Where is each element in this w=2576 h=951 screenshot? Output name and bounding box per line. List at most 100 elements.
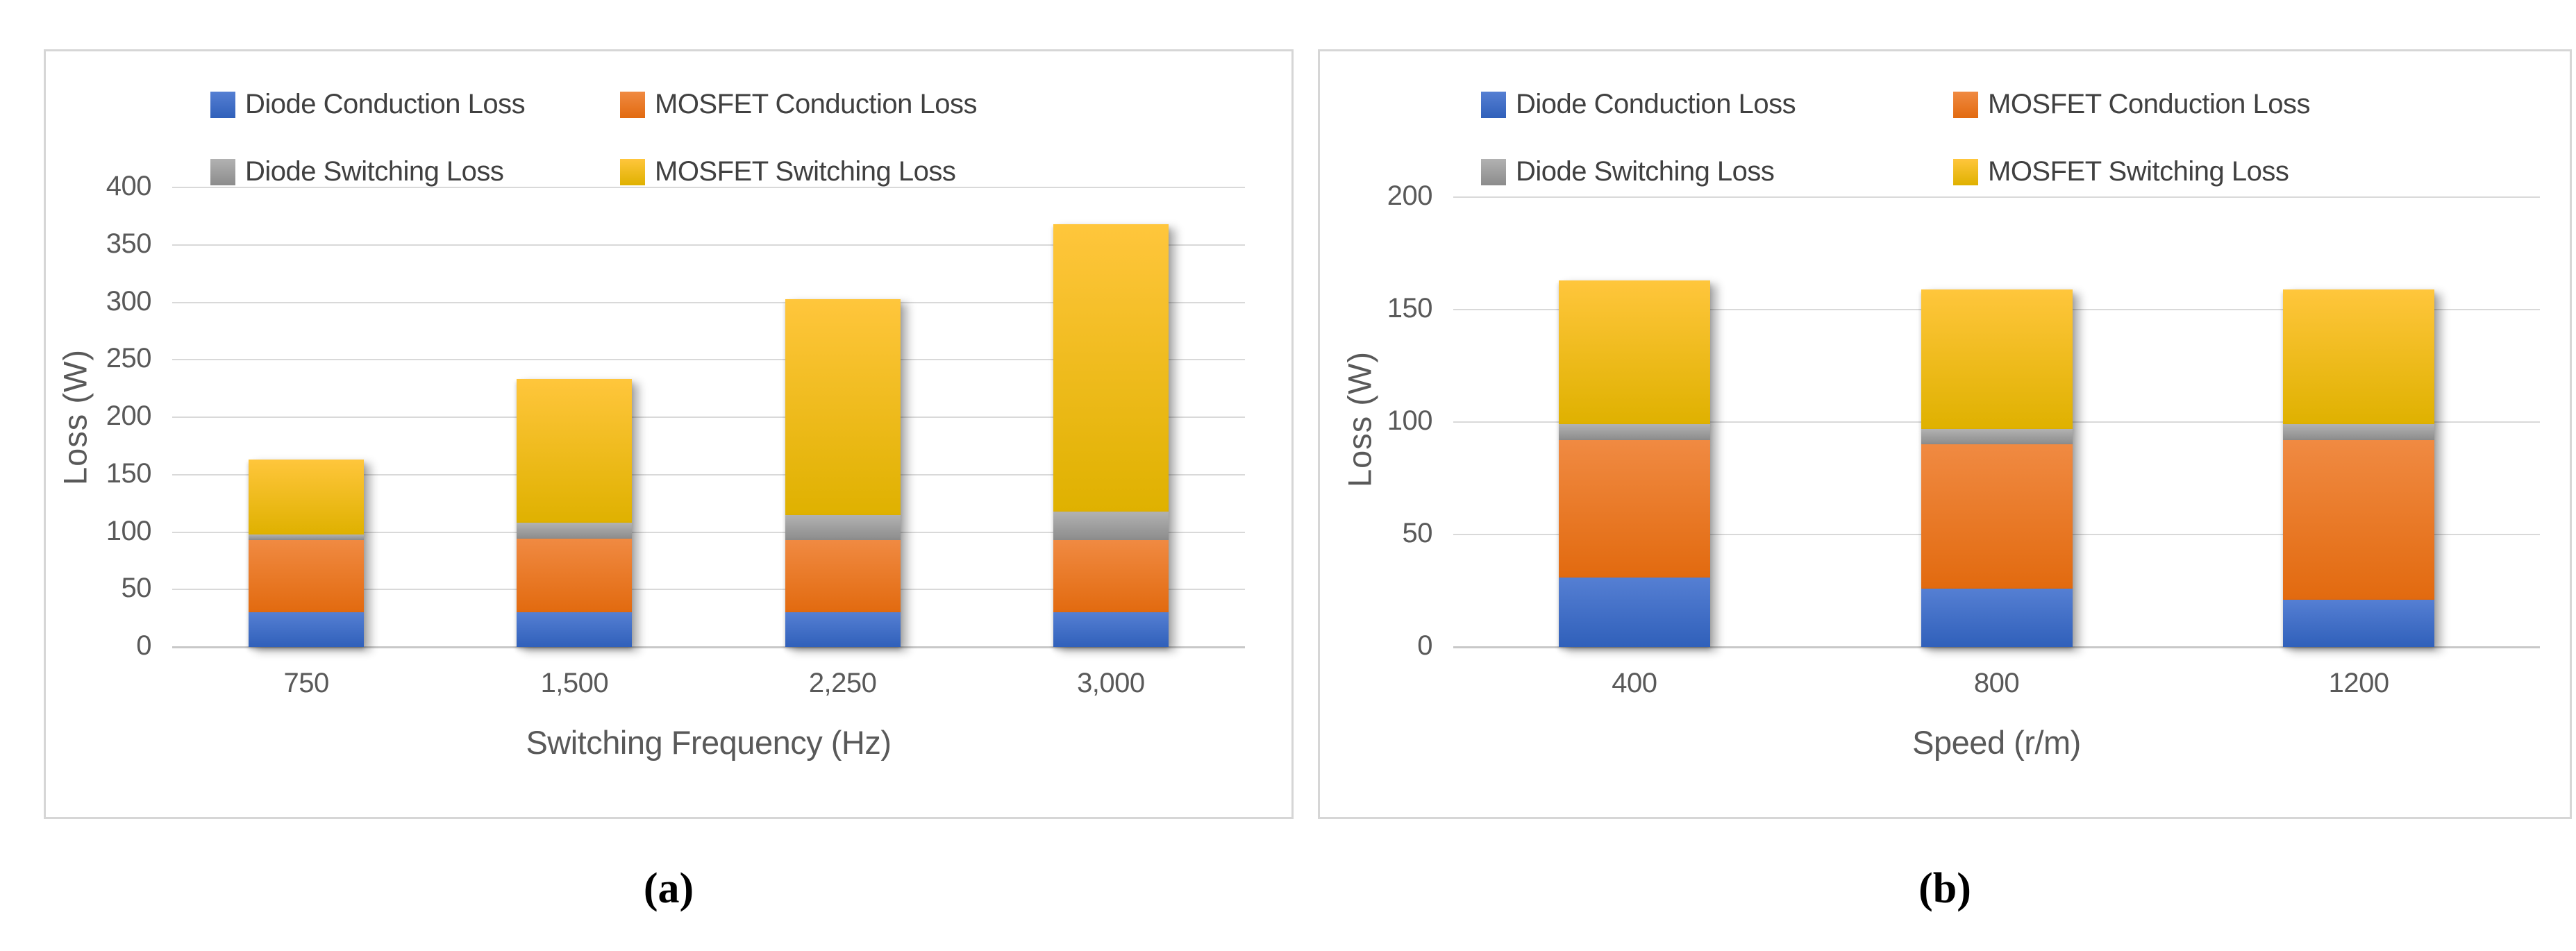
legend-swatch-icon <box>620 158 645 185</box>
bar-segment-diode-conduction-loss <box>1053 612 1169 647</box>
bar-segment-mosfet-switching-loss <box>1558 280 1710 425</box>
legend-label: Diode Switching Loss <box>245 156 504 187</box>
legend-swatch-icon <box>1481 158 1506 185</box>
y-tick-label: 50 <box>121 573 152 604</box>
bar-b-800 <box>1921 289 2073 647</box>
bar-segment-diode-conduction-loss <box>785 612 901 647</box>
bar-segment-mosfet-conduction-loss <box>785 540 901 613</box>
x-tick-label: 800 <box>1973 668 2020 698</box>
bar-a-2250 <box>785 298 901 647</box>
legend-item-b-0: Diode Conduction Loss <box>1481 89 1796 120</box>
bar-segment-mosfet-conduction-loss <box>2283 439 2435 600</box>
legend-item-b-1: MOSFET Conduction Loss <box>1953 89 2311 120</box>
y-tick-label: 200 <box>1387 180 1433 211</box>
bar-segment-mosfet-switching-loss <box>1921 289 2073 429</box>
legend-label: MOSFET Switching Loss <box>1988 156 2289 187</box>
bar-segment-diode-switching-loss <box>1558 424 1710 440</box>
legend-label: MOSFET Conduction Loss <box>1988 89 2311 119</box>
bar-segment-mosfet-switching-loss <box>2283 289 2435 425</box>
x-tick-label: 1200 <box>2328 668 2389 698</box>
y-tick-label: 250 <box>106 343 152 374</box>
bar-segment-mosfet-switching-loss <box>249 460 365 535</box>
bar-segment-mosfet-conduction-loss <box>517 539 633 613</box>
bar-segment-mosfet-switching-loss <box>1053 224 1169 512</box>
bar-segment-mosfet-switching-loss <box>517 379 633 523</box>
chart-panel-a: Diode Conduction Loss MOSFET Conduction L… <box>44 49 1294 819</box>
y-tick-label: 300 <box>106 285 152 317</box>
bar-segment-diode-switching-loss <box>2283 424 2435 440</box>
legend-label: MOSFET Conduction Loss <box>655 89 978 119</box>
x-axis-line <box>1453 646 2540 648</box>
gridline-150 <box>172 473 1245 476</box>
gridline-400 <box>172 187 1245 188</box>
x-tick-label: 3,000 <box>1077 668 1145 698</box>
legend-swatch-icon <box>620 91 645 118</box>
caption-b: (b) <box>1918 865 1971 912</box>
bar-segment-diode-conduction-loss <box>1921 588 2073 647</box>
gridline-350 <box>172 244 1245 246</box>
x-tick-label: 1,500 <box>540 668 609 698</box>
x-tick-label: 400 <box>1612 668 1657 698</box>
legend-swatch-icon <box>1953 158 1978 185</box>
bar-segment-diode-conduction-loss <box>2283 599 2435 647</box>
bar-segment-mosfet-conduction-loss <box>1921 444 2073 589</box>
y-tick-label: 150 <box>106 457 152 489</box>
gridline-200 <box>172 416 1245 418</box>
y-tick-label: 150 <box>1387 293 1433 323</box>
legend-swatch-icon <box>1481 91 1506 118</box>
legend-swatch-icon <box>1953 91 1978 118</box>
legend-label: Diode Switching Loss <box>1516 156 1775 187</box>
y-tick-label: 100 <box>106 515 152 546</box>
legend-swatch-icon <box>210 91 235 118</box>
bar-segment-diode-conduction-loss <box>249 612 365 647</box>
bar-a-750 <box>249 460 365 647</box>
y-tick-label: 0 <box>1417 630 1432 661</box>
y-axis-title: Loss (W) <box>56 349 94 485</box>
bar-a-3000 <box>1053 224 1169 647</box>
legend-swatch-icon <box>210 158 235 185</box>
legend-item-b-3: MOSFET Switching Loss <box>1953 156 2289 187</box>
gridline-250 <box>172 359 1245 361</box>
bar-segment-diode-conduction-loss <box>517 612 633 647</box>
bar-segment-mosfet-conduction-loss <box>1558 439 1710 578</box>
y-tick-label: 100 <box>1387 405 1433 436</box>
y-tick-label: 200 <box>106 401 152 431</box>
y-axis-title: Loss (W) <box>1341 351 1378 487</box>
legend-item-a-1: MOSFET Conduction Loss <box>620 89 978 120</box>
gridline-100 <box>172 531 1245 533</box>
y-tick-label: 0 <box>136 630 151 661</box>
legend-item-b-2: Diode Switching Loss <box>1481 156 1775 187</box>
legend-label: MOSFET Switching Loss <box>655 156 956 187</box>
y-tick-label: 400 <box>106 171 152 201</box>
bar-segment-diode-switching-loss <box>517 523 633 539</box>
bar-segment-diode-switching-loss <box>1921 428 2073 445</box>
bar-b-1200 <box>2283 289 2435 647</box>
bar-segment-mosfet-switching-loss <box>785 298 901 515</box>
gridline-50 <box>172 589 1245 591</box>
gridline-300 <box>172 301 1245 303</box>
x-axis-title: Switching Frequency (Hz) <box>526 724 892 761</box>
x-axis-title: Speed (r/m) <box>1912 724 2081 761</box>
gridline-200 <box>1453 196 2540 198</box>
legend-item-a-0: Diode Conduction Loss <box>210 89 526 120</box>
chart-panel-b: Diode Conduction Loss MOSFET Conduction L… <box>1318 49 2572 819</box>
bar-segment-mosfet-conduction-loss <box>1053 540 1169 613</box>
x-tick-label: 2,250 <box>808 668 877 698</box>
bar-segment-diode-switching-loss <box>785 514 901 541</box>
legend-item-a-3: MOSFET Switching Loss <box>620 156 956 187</box>
legend-label: Diode Conduction Loss <box>1516 89 1796 119</box>
y-tick-label: 350 <box>106 228 152 259</box>
x-axis-line <box>172 646 1245 648</box>
legend-label: Diode Conduction Loss <box>245 89 526 119</box>
bar-b-400 <box>1558 280 1710 647</box>
x-tick-label: 750 <box>283 668 330 698</box>
bar-segment-diode-switching-loss <box>1053 511 1169 541</box>
bar-a-1500 <box>517 379 633 647</box>
bar-segment-mosfet-conduction-loss <box>249 540 365 613</box>
bar-segment-diode-switching-loss <box>249 534 365 541</box>
bar-segment-diode-conduction-loss <box>1558 577 1710 647</box>
y-tick-label: 50 <box>1402 518 1433 548</box>
caption-a: (a) <box>643 865 694 912</box>
legend-item-a-2: Diode Switching Loss <box>210 156 504 187</box>
